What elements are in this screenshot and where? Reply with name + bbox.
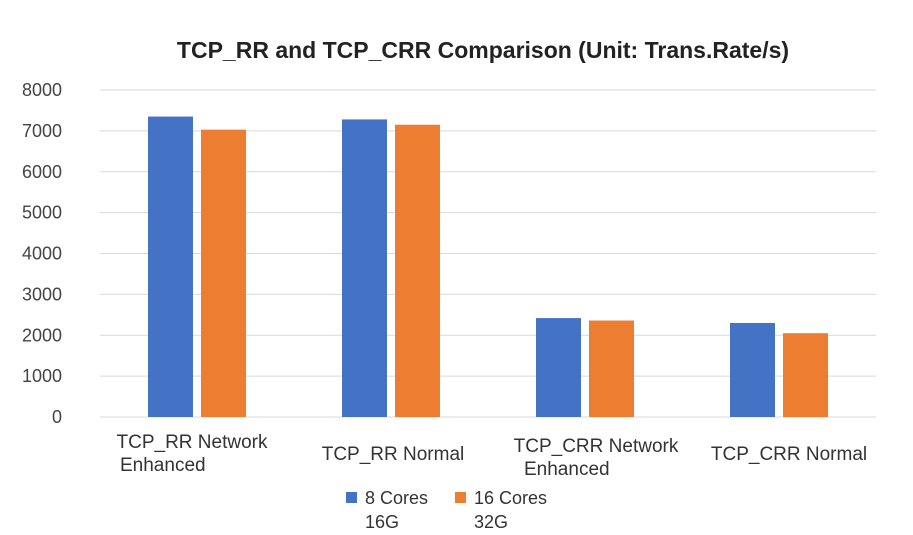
bar: [201, 129, 246, 417]
legend-swatch: [455, 492, 466, 503]
bar: [589, 320, 634, 417]
x-tick-label: Enhanced: [524, 459, 610, 480]
x-tick-label: Enhanced: [120, 455, 206, 476]
legend-label: 16G: [365, 512, 399, 532]
bar: [148, 116, 193, 417]
bar: [342, 119, 387, 418]
legend-label: 8 Cores: [365, 488, 428, 508]
legend-label: 32G: [474, 512, 508, 532]
chart-title: TCP_RR and TCP_CRR Comparison (Unit: Tra…: [177, 37, 789, 63]
y-tick-label: 5000: [22, 203, 62, 223]
y-tick-label: 4000: [22, 244, 62, 264]
legend-label: 16 Cores: [474, 488, 547, 508]
x-tick-label: TCP_RR Network: [117, 432, 268, 453]
bar: [783, 333, 828, 417]
y-tick-label: 3000: [22, 284, 62, 304]
bar: [536, 318, 581, 417]
y-tick-label: 7000: [22, 121, 62, 141]
bar: [730, 322, 775, 417]
y-tick-label: 8000: [22, 80, 62, 100]
bar: [395, 124, 440, 418]
x-tick-label: TCP_CRR Normal: [711, 444, 867, 465]
x-tick-label: TCP_RR Normal: [322, 444, 465, 465]
y-axis-tick-labels: 0 1000 2000 3000 4000 5000 6000 7000 8000: [22, 80, 62, 427]
y-tick-label: 2000: [22, 325, 62, 345]
legend: 8 Cores 16G 16 Cores 32G: [346, 488, 547, 532]
y-tick-label: 6000: [22, 162, 62, 182]
x-tick-label: TCP_CRR Network: [514, 436, 679, 457]
y-tick-label: 1000: [22, 366, 62, 386]
bars: [148, 116, 828, 418]
y-tick-label: 0: [52, 407, 62, 427]
legend-swatch: [346, 492, 357, 503]
